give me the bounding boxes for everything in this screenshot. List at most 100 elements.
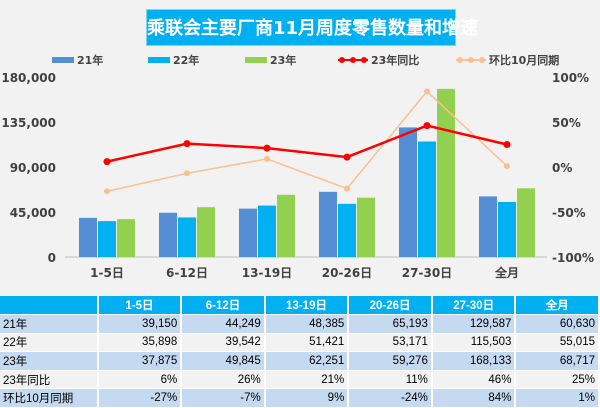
point-环比10月同期 [504, 163, 510, 170]
table-header: 1-5日 6-12日 13-19日 20-26日 27-30日 全月 [0, 296, 600, 316]
legend-21: 21年 [52, 52, 103, 68]
row-label: 23年同比 [0, 370, 99, 390]
table-cell: 39,150 [97, 314, 183, 334]
legend-yoy: 23年同比 [338, 52, 419, 68]
category-label: 1-5日 [90, 266, 124, 280]
bar-23年 [117, 219, 135, 257]
header-cell [0, 296, 99, 316]
bar-21年 [159, 212, 177, 257]
data-table: 1-5日 6-12日 13-19日 20-26日 27-30日 全月 21年 39,150 44… [0, 296, 600, 408]
table-cell: 6% [97, 370, 183, 390]
header-cell: 1-5日 [97, 296, 183, 316]
table-cell: 62,251 [264, 351, 350, 371]
legend-mom: 环比10月同期 [456, 52, 559, 68]
legend-line-red [338, 57, 368, 63]
table-cell: 115,503 [431, 333, 517, 353]
table-cell: 39,542 [181, 333, 266, 353]
table-cell: 68,717 [515, 351, 600, 371]
table-row: 23年 37,875 49,845 62,251 59,276 168,133 68,717 [0, 351, 600, 371]
point-环比10月同期 [424, 88, 430, 95]
point-环比10月同期 [264, 155, 270, 162]
bar-23年 [517, 188, 535, 257]
chart-plot: 0 45,000 90,000 135,000 180,000 -100% -50% 0% 50… [1, 71, 594, 280]
table-cell: 53,171 [348, 333, 433, 353]
bar-21年 [79, 217, 97, 257]
legend-label: 23年 [270, 54, 297, 67]
right-tick-label: 100% [552, 71, 589, 85]
point-23年同比 [503, 141, 511, 148]
right-tick-label: -50% [552, 206, 586, 220]
header-cell: 20-26日 [348, 296, 433, 316]
bar-21年 [319, 191, 337, 257]
bar-22年 [418, 141, 436, 257]
right-tick-label: 0% [552, 161, 572, 175]
line-环比10月同期 [106, 90, 508, 193]
point-23年同比 [343, 153, 351, 161]
table-row: 环比10月同期 -27% -7% 9% -24% 84% 1% [0, 388, 600, 408]
table-cell: 49,845 [181, 351, 266, 371]
left-tick-label: 0 [48, 251, 56, 265]
right-tick-label: 50% [552, 116, 581, 130]
row-label: 23年 [0, 351, 99, 371]
legend-22: 22年 [148, 52, 199, 68]
legend-label: 环比10月同期 [489, 54, 560, 67]
bar-22年 [178, 217, 196, 257]
table-row: 23年同比 6% 26% 21% 11% 46% 25% [0, 370, 600, 390]
left-tick-label: 135,000 [1, 116, 56, 130]
table-cell: -7% [181, 388, 266, 408]
table-cell: 25% [515, 370, 600, 390]
table-cell: 168,133 [431, 351, 517, 371]
table-cell: 21% [264, 370, 350, 390]
row-label: 21年 [0, 314, 99, 334]
category-label: 13-19日 [242, 266, 292, 280]
bar-23年 [197, 207, 215, 257]
table-cell: 48,385 [264, 314, 350, 334]
left-tick-label: 45,000 [10, 206, 56, 220]
bar-22年 [498, 201, 516, 257]
table-cell: -27% [97, 388, 183, 408]
point-环比10月同期 [104, 188, 110, 195]
legend-label: 21年 [77, 54, 104, 67]
category-label: 全月 [494, 265, 519, 280]
table-row: 21年 39,150 44,249 48,385 65,193 129,587 60,630 [0, 314, 600, 334]
right-tick-label: -100% [552, 251, 594, 265]
bar-23年 [277, 194, 295, 257]
category-label: 20-26日 [322, 266, 372, 280]
table-cell: 84% [431, 388, 517, 408]
bar-21年 [399, 127, 417, 258]
table-cell: 55,015 [515, 333, 600, 353]
table-cell: 11% [348, 370, 433, 390]
legend-swatch [52, 57, 74, 63]
table-cell: -24% [348, 388, 433, 408]
point-环比10月同期 [184, 170, 190, 177]
bar-22年 [98, 221, 116, 257]
row-label: 环比10月同期 [0, 388, 99, 408]
table-row: 22年 35,898 39,542 51,421 53,171 115,503 55,015 [0, 333, 600, 353]
point-23年同比 [263, 144, 271, 152]
point-23年同比 [183, 140, 191, 148]
table-cell: 44,249 [181, 314, 266, 334]
legend-23: 23年 [245, 52, 296, 68]
bar-22年 [258, 205, 276, 257]
legend-label: 22年 [173, 54, 200, 67]
table-cell: 1% [515, 388, 600, 408]
row-label: 22年 [0, 333, 99, 353]
left-tick-label: 90,000 [10, 161, 56, 175]
table-cell: 35,898 [97, 333, 183, 353]
left-tick-label: 180,000 [1, 71, 56, 85]
bar-21年 [239, 208, 257, 257]
legend: 21年 22年 23年 23年同比 环比10月同期 [0, 52, 600, 68]
line-23年同比 [106, 124, 508, 163]
bar-22年 [338, 203, 356, 257]
table-cell: 9% [264, 388, 350, 408]
table-cell: 129,587 [431, 314, 517, 334]
header-cell: 13-19日 [264, 296, 350, 316]
category-label: 6-12日 [166, 266, 208, 280]
table-cell: 51,421 [264, 333, 350, 353]
chart-title: 乘联会主要厂商11月周度零售数量和增速 [146, 9, 478, 46]
legend-swatch [148, 57, 170, 63]
legend-swatch [245, 57, 267, 63]
point-23年同比 [423, 122, 431, 130]
table-cell: 60,630 [515, 314, 600, 334]
legend-line-peach [456, 57, 486, 63]
